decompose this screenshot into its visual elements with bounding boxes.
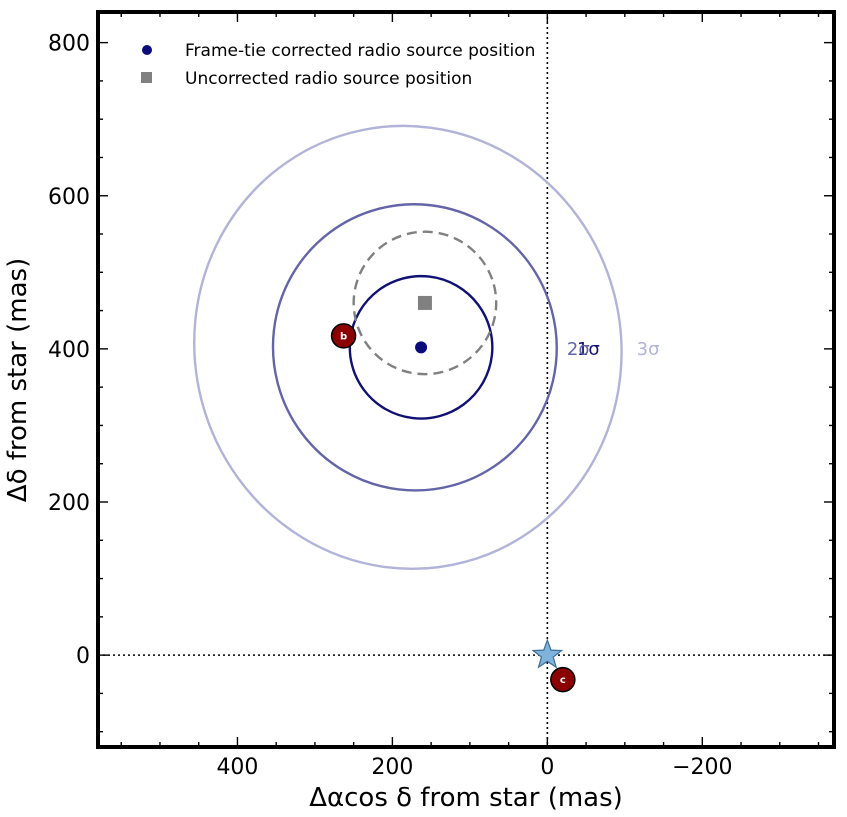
planet-b-label: b: [340, 331, 347, 342]
contour-3sigma: [193, 124, 623, 570]
x-tick-label: 0: [540, 755, 554, 780]
label-3sigma: 3σ: [637, 339, 660, 360]
planet-c-marker: [550, 666, 576, 693]
x-tick-label: 200: [371, 755, 413, 780]
x-axis-title: Δαcos δ from star (mas): [309, 783, 623, 813]
y-tick-label: 600: [48, 185, 90, 210]
legend: Frame-tie corrected radio source positio…: [141, 41, 535, 89]
legend-marker-corrected: [142, 45, 152, 55]
contour-2sigma: [271, 203, 558, 492]
legend-label-uncorrected: Uncorrected radio source position: [185, 69, 472, 89]
label-1sigma: 1σ: [577, 339, 600, 360]
y-axis-title: Δδ from star (mas): [3, 258, 33, 502]
planet-c: c: [550, 666, 576, 693]
contour-uncorrected: [352, 230, 498, 376]
star-marker: [531, 638, 564, 669]
label-2sigma: 2σ: [567, 339, 590, 360]
y-tick-label: 200: [48, 491, 90, 516]
legend-marker-uncorrected: [141, 72, 152, 83]
marker-layer: bc: [330, 295, 576, 693]
y-tick-label: 400: [48, 338, 90, 363]
point-corrected-position: [415, 341, 428, 354]
contour-1sigma: [348, 274, 494, 420]
y-tick-label: 0: [76, 644, 90, 669]
plot-frame: [96, 10, 836, 749]
legend-label-corrected: Frame-tie corrected radio source positio…: [185, 41, 535, 61]
x-tick-label: 400: [216, 755, 258, 780]
y-tick-label: 800: [48, 32, 90, 57]
planet-b: b: [330, 323, 357, 349]
planet-c-label: c: [560, 675, 566, 686]
tick-layer: 400 200 0 −200 0 200 400 600 800: [48, 12, 834, 780]
point-uncorrected-position: [417, 295, 432, 310]
planet-b-marker: [330, 323, 357, 349]
x-tick-label: −200: [672, 755, 732, 780]
